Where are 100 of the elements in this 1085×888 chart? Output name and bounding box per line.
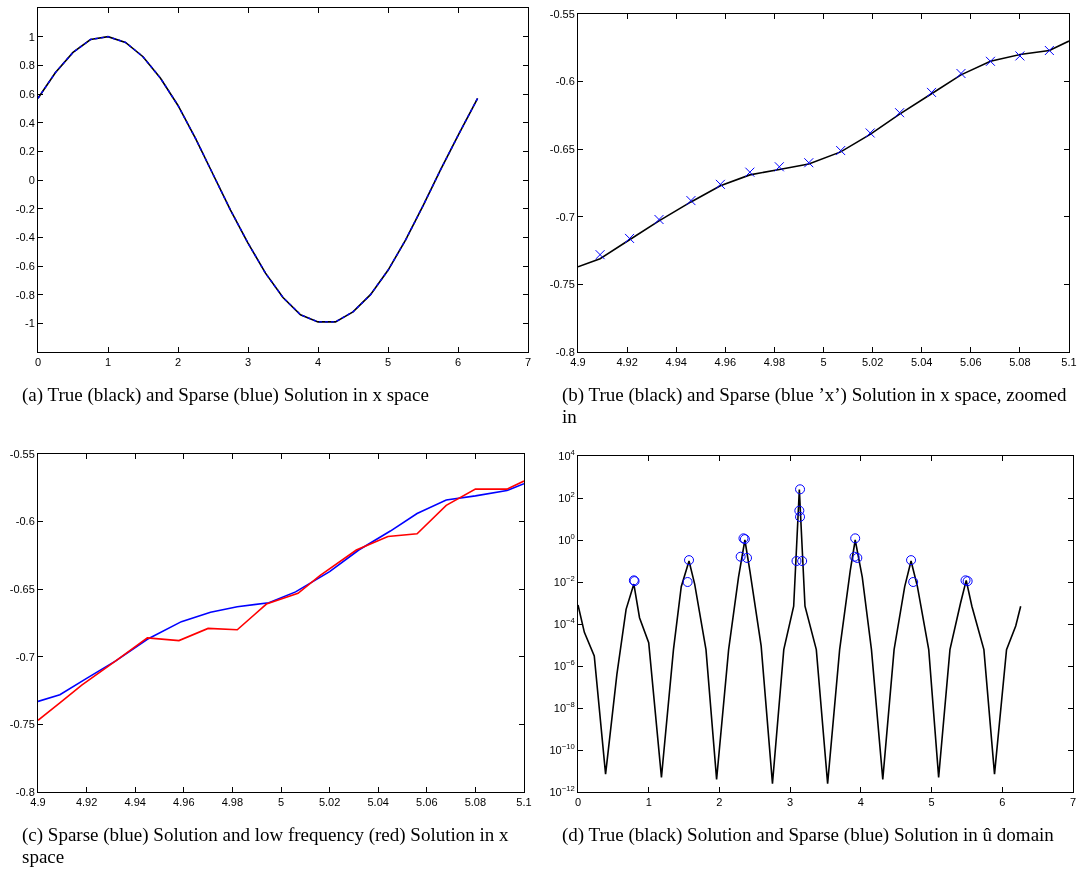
x-tick-label: 4	[314, 356, 322, 369]
x-tick-label: 5.02	[318, 796, 341, 809]
x-tick-label: 5.06	[416, 796, 438, 809]
y-tick-label: -0.4	[15, 231, 35, 244]
x-tick-label: 7	[1069, 796, 1077, 809]
point	[797, 556, 808, 566]
y-tick-label: 10$^{4}$	[558, 448, 576, 462]
point	[865, 127, 876, 138]
x-tick-label: 4.94	[665, 356, 687, 369]
x-tick-label: 4.92	[75, 796, 98, 809]
y-tick-label: -0.55	[9, 447, 35, 460]
x-tick-label: 4.9	[30, 796, 46, 809]
x-tick-label: 5.04	[367, 796, 389, 809]
x-tick-label: 3	[787, 796, 794, 809]
x-tick-label: 5.1	[1061, 356, 1077, 369]
point	[774, 161, 785, 172]
y-tick-label: 10$^{−2}$	[553, 574, 575, 588]
x-tick-label: 5.06	[960, 356, 982, 369]
x-tick-label: 4.9	[570, 356, 586, 369]
y-tick-label: -1	[25, 317, 35, 330]
y-tick-label: 0.6	[19, 87, 35, 100]
x-tick-label: 2	[716, 796, 723, 809]
point	[595, 249, 606, 260]
point	[985, 56, 996, 67]
y-tick-label: 0.2	[19, 145, 35, 158]
point	[682, 577, 693, 587]
y-tick-label: -0.6	[15, 515, 35, 528]
text: (d) True (black) Solution and Sparse (blue) Solution in û domain	[562, 824, 1055, 846]
y-tick-label: 10$^{2}$	[558, 490, 575, 504]
point	[624, 233, 635, 244]
point	[795, 484, 806, 495]
point	[850, 533, 861, 544]
x-tick-label: 6	[454, 356, 462, 369]
y-tick-label: -0.6	[555, 75, 575, 88]
text: (a) True (black) and Sparse (blue) Solution in x space	[22, 384, 430, 406]
point	[908, 577, 919, 587]
y-tick-label: -0.7	[15, 650, 35, 663]
point	[684, 555, 695, 566]
x-tick-label: 5.1	[516, 796, 532, 809]
x-tick-label: 5.04	[910, 356, 933, 369]
y-tick-label: 10$^{−6}$	[553, 658, 575, 672]
point	[735, 551, 746, 562]
y-tick-label: -0.75	[549, 278, 575, 291]
point	[742, 552, 753, 563]
x-tick-label: 1	[645, 796, 652, 809]
y-tick-label: -0.55	[549, 7, 575, 20]
x-tick-label: 3	[244, 356, 252, 369]
x-tick-label: 4.96	[714, 356, 737, 369]
y-tick-label: -0.65	[549, 143, 575, 156]
point	[795, 511, 806, 522]
x-tick-label: 6	[999, 796, 1006, 809]
y-tick-label: 10$^{−4}$	[553, 616, 576, 630]
y-tick-label: 1	[28, 30, 35, 43]
x-tick-label: 4.94	[124, 796, 146, 809]
point	[654, 214, 665, 225]
x-tick-label: 7	[524, 356, 532, 369]
y-tick-label: -0.8	[15, 288, 35, 301]
y-tick-label: 0	[28, 173, 35, 186]
point	[715, 179, 726, 190]
x-tick-label: 5	[277, 796, 285, 809]
point	[955, 68, 966, 79]
x-tick-label: 4	[857, 796, 864, 809]
x-tick-label: 4.92	[616, 356, 638, 369]
x-tick-label: 5.02	[861, 356, 884, 369]
point	[744, 167, 755, 178]
x-tick-label: 5.08	[464, 796, 487, 809]
x-tick-label: 2	[174, 356, 182, 369]
text: (b) True (black) and Sparse (blue ’x’) Solution in x space, zoomed in	[562, 384, 1068, 428]
point	[906, 555, 917, 566]
point	[803, 157, 814, 168]
x-tick-label: 5	[384, 356, 392, 369]
point	[685, 195, 696, 206]
y-tick-label: 0.8	[19, 59, 35, 72]
y-tick-label: 0.4	[19, 116, 35, 129]
x-tick-label: 4.98	[221, 796, 244, 809]
point	[1014, 50, 1025, 61]
y-tick-label: -0.6	[15, 259, 35, 272]
x-tick-label: 4.98	[763, 356, 786, 369]
x-tick-label: 5	[928, 796, 935, 809]
x-tick-label: 5	[820, 356, 827, 369]
x-tick-label: 4.96	[173, 796, 195, 809]
y-tick-label: -0.7	[555, 210, 575, 223]
x-tick-label: 1	[104, 356, 112, 369]
point	[835, 145, 846, 156]
y-tick-label: 10$^{−10}$	[549, 742, 575, 756]
y-tick-label: -0.8	[555, 345, 575, 358]
y-tick-label: -0.2	[15, 202, 35, 215]
point	[926, 87, 937, 98]
y-tick-label: -0.8	[15, 785, 35, 798]
point	[894, 107, 905, 118]
point	[791, 556, 802, 566]
y-tick-label: -0.65	[9, 583, 35, 596]
y-tick-label: -0.75	[9, 718, 35, 731]
point	[794, 505, 805, 516]
x-tick-label: 5.08	[1009, 356, 1031, 369]
y-tick-label: 10$^{0}$	[558, 532, 575, 546]
point	[1044, 45, 1055, 56]
y-tick-label: 10$^{−12}$	[549, 784, 575, 798]
y-tick-label: 10$^{−8}$	[553, 700, 575, 714]
text: (c) Sparse (blue) Solution and low frequency (red) Solution in x space	[22, 824, 510, 868]
